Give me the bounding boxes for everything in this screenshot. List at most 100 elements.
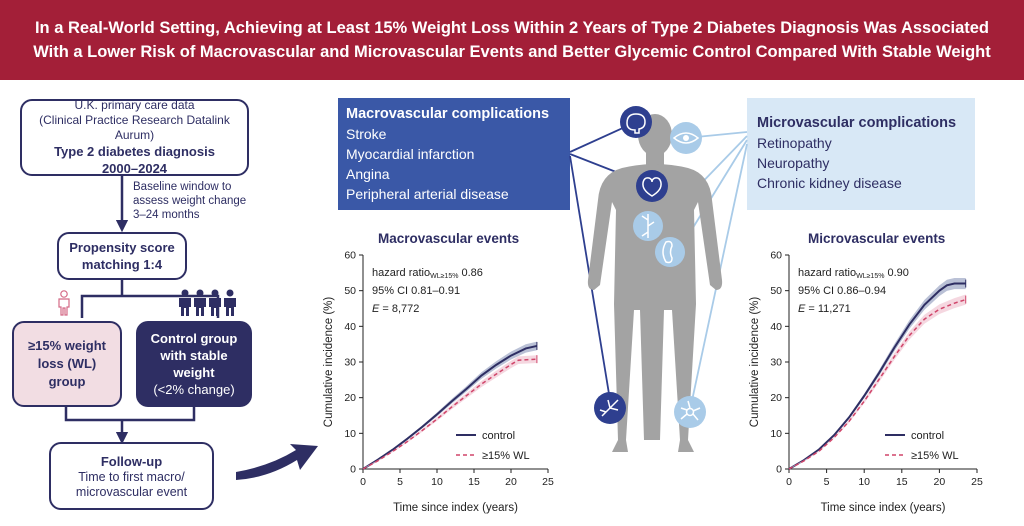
baseline-line-3: 3–24 months [133,209,200,221]
baseline-window-text: Baseline window to assess weight change … [133,180,246,222]
micro-chart: 0 10 20 30 40 50 60 0 5 10 15 20 25 Time since index … [749,250,983,515]
chart0-hazard-ratio: hazard ratioWL≥15% 0.86 [372,267,483,280]
chart1-x-tick-label: 5 [824,476,830,488]
chart0-x-tick-label: 20 [505,476,517,488]
chart0-x-tick-label: 10 [431,476,443,488]
chart0-series-0 [362,344,538,470]
eye-icon [670,122,702,154]
control-line-2: with stable [160,348,228,363]
chart1-hazard-ratio: hazard ratioWL≥15% 0.90 [798,267,909,280]
macro-chart: 0 10 20 30 40 50 60 0 5 10 15 20 25 Time since index … [323,250,554,515]
followup-line-2: microvascular event [75,484,188,499]
macro-chart-title: Macrovascular events [378,231,520,246]
chart1-y-tick-label: 30 [770,357,782,369]
chart0-x-tick-label: 15 [468,476,480,488]
chart0-x-tick-label: 25 [542,476,554,488]
chart1-x-axis-label: Time since index (years) [821,502,946,514]
artery-icon [594,392,626,424]
control-group-box: Control group with stable weight (<2% ch… [136,321,252,407]
merge-connector [64,407,196,422]
microvascular-title: Microvascular complications [757,115,957,131]
source-line-2: (Clinical Practice Research Datalink Aur… [39,113,230,142]
microvascular-box: Microvascular complications Retinopathy … [747,98,975,210]
matching-line-1: Propensity score [69,240,175,255]
wl-line-3: group [48,374,86,389]
chart0-series-1 [362,358,537,470]
chart0-y-tick-label: 0 [350,464,356,476]
chart1-events: E = 11,271 [798,303,851,315]
chart1-y-tick-label: 50 [770,285,782,297]
chart1-x-tick-label: 20 [934,476,946,488]
matching-line-2: matching 1:4 [81,257,163,272]
chart0-x-axis-label: Time since index (years) [393,502,518,514]
chart1-x-tick-label: 15 [896,476,908,488]
macro-item: Peripheral arterial disease [346,186,509,202]
wl-line-2: loss (WL) [37,356,97,371]
macro-item: Stroke [346,126,387,142]
chart1-legend-control: control [911,430,944,442]
chart1-y-axis-label: Cumulative incidence (%) [749,297,761,428]
chart1-y-tick-label: 10 [770,428,782,440]
brain-icon [620,106,652,138]
title-line-1: In a Real-World Setting, Achieving at Le… [34,19,990,37]
followup-title: Follow-up [100,453,163,469]
chart1-x-tick-label: 10 [858,476,870,488]
macrovascular-title: Macrovascular complications [346,106,550,122]
wl-line-1: ≥15% weight [28,338,106,353]
chart1-y-tick-label: 0 [776,464,782,476]
chart0-y-tick-label: 30 [344,357,356,369]
macro-item: Angina [346,166,390,182]
chart1-y-tick-label: 60 [770,250,782,262]
chart0-legend-control: control [482,430,515,442]
macro-item: Myocardial infarction [346,146,475,162]
chart0-x-tick-label: 0 [360,476,366,488]
chart1-series-0 [788,282,966,470]
chart1-ci: 95% CI 0.86–0.94 [798,285,886,297]
diagnosis-line-1: Type 2 diabetes diagnosis [54,144,215,159]
micro-item: Retinopathy [757,135,832,151]
micro-chart-title: Microvascular events [808,231,946,246]
person-icon [58,290,70,316]
chart1-x-tick-label: 25 [971,476,983,488]
title-line-2: With a Lower Risk of Macrovascular and M… [33,43,991,61]
chart1-y-tick-label: 40 [770,321,782,333]
micro-item: Chronic kidney disease [757,175,902,191]
chart0-y-tick-label: 20 [344,392,356,404]
macrovascular-box: Macrovascular complications Stroke Myoca… [338,98,570,210]
chart0-y-tick-label: 60 [344,250,356,262]
neuron-icon [674,396,706,428]
micro-item: Neuropathy [757,155,830,171]
chart0-y-tick-label: 50 [344,285,356,297]
chart0-x-tick-label: 5 [397,476,403,488]
matching-box: Propensity score matching 1:4 [57,232,187,280]
control-line-3: weight [173,365,215,380]
weight-loss-group-box: ≥15% weight loss (WL) group [12,321,122,407]
nerve-icon [633,211,663,241]
chart1-x-tick-label: 0 [786,476,792,488]
baseline-line-1: Baseline window to [133,181,232,193]
chart0-legend-wl: ≥15% WL [482,450,530,462]
followup-line-1: Time to first macro/ [78,469,185,484]
heart-icon [636,170,668,202]
chart1-band-0 [789,277,966,469]
chart0-ci: 95% CI 0.81–0.91 [372,285,460,297]
control-line-4: (<2% change) [153,382,235,397]
baseline-line-2: assess weight change [133,195,247,207]
chart0-y-tick-label: 10 [344,428,356,440]
chart1-series-1 [788,298,966,470]
diagnosis-line-2: 2000–2024 [101,161,168,176]
chart0-band-0 [363,341,537,469]
chart0-y-axis-label: Cumulative incidence (%) [323,297,335,428]
chart1-y-tick-label: 20 [770,392,782,404]
source-line-1: U.K. primary care data [74,98,195,112]
group-icon [179,289,236,316]
human-figure-diagram [569,106,748,452]
data-source-box: U.K. primary care data (Clinical Practic… [20,98,249,176]
chart0-y-tick-label: 40 [344,321,356,333]
chart0-events: E = 8,772 [372,303,419,315]
control-line-1: Control group [150,331,238,346]
title-banner: In a Real-World Setting, Achieving at Le… [0,0,1024,80]
chart1-legend-wl: ≥15% WL [911,450,959,462]
big-arrow [236,444,318,480]
followup-box: Follow-up Time to first macro/ microvasc… [49,442,214,510]
